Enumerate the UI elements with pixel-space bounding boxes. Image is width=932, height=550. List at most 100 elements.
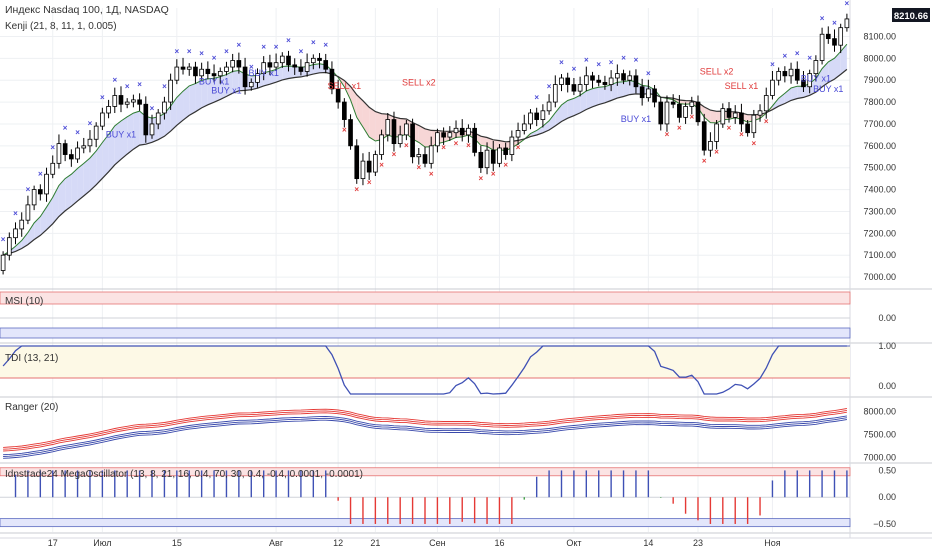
- sell-marker: ×: [367, 178, 372, 187]
- candle-body: [131, 99, 136, 103]
- ranger-band-line: [3, 419, 847, 459]
- sell-marker: ×: [727, 124, 732, 133]
- candle-body: [838, 27, 844, 46]
- buy-marker: ×: [199, 49, 204, 58]
- signal-markers: × × × × × × × × × × × × × × × × × × × × × × × × × × × × × × × × × × × × × × × ×…: [1, 0, 850, 244]
- candle-body: [286, 55, 291, 66]
- ranger-tick-label: 7000.00: [863, 452, 896, 462]
- candles: [0, 13, 850, 275]
- msi-tick-label: 0.00: [878, 313, 896, 323]
- candle-body: [782, 71, 788, 77]
- candle-body: [310, 57, 316, 64]
- sell-marker: ×: [714, 148, 719, 157]
- candle-body: [87, 138, 93, 147]
- candle-body: [50, 162, 56, 175]
- candle-body: [317, 57, 322, 61]
- candle-body: [193, 66, 198, 77]
- cloud-segment: [623, 80, 630, 97]
- time-tick-label: 15: [172, 538, 182, 548]
- candle-body: [447, 132, 453, 138]
- buy-marker: ×: [100, 93, 105, 102]
- candle-body: [155, 112, 161, 125]
- candle-body: [56, 143, 62, 164]
- candle-body: [0, 254, 6, 271]
- buy-marker: ×: [261, 43, 266, 52]
- cloud-segment: [580, 90, 587, 113]
- candle-body: [608, 77, 614, 85]
- candle-body: [267, 62, 273, 68]
- candle-body: [329, 68, 335, 90]
- candle-body: [93, 125, 99, 140]
- cloud-segment: [822, 61, 829, 87]
- buy-marker: ×: [63, 124, 68, 133]
- cloud-segment: [418, 125, 425, 148]
- sell-marker: ×: [404, 141, 409, 150]
- candle-body: [255, 73, 260, 83]
- candle-body: [490, 149, 496, 164]
- price-tick-label: 7100.00: [863, 250, 896, 260]
- candle-body: [44, 173, 49, 195]
- candle-body: [583, 75, 589, 85]
- candle-body: [646, 88, 651, 99]
- candle-body: [279, 55, 285, 64]
- candle-body: [571, 84, 577, 92]
- candle-body: [205, 68, 211, 75]
- buy-marker: ×: [807, 54, 812, 63]
- time-tick-label: Окт: [566, 538, 581, 548]
- candle-body: [658, 101, 664, 125]
- price-tick-label: 8000.00: [863, 53, 896, 63]
- buy-marker: ×: [820, 14, 825, 23]
- cloud-segment: [65, 174, 72, 211]
- candle-body: [112, 95, 118, 107]
- price-tick-label: 7500.00: [863, 163, 896, 173]
- ranger-legend: Ranger (20): [5, 402, 58, 413]
- buy-marker: ×: [783, 51, 788, 60]
- buy-marker: ×: [274, 43, 279, 52]
- price-tick-label: 7600.00: [863, 141, 896, 151]
- buy-marker: ×: [323, 40, 328, 49]
- candle-body: [503, 147, 508, 155]
- cloud-segment: [21, 232, 28, 249]
- time-tick-label: Сен: [429, 538, 446, 548]
- candle-body: [379, 134, 384, 155]
- mega-oscillator-pane: 0.50 0.00 −0.50: [0, 465, 896, 529]
- cloud-segment: [108, 125, 115, 172]
- buy-marker: ×: [547, 82, 552, 91]
- candle-body: [825, 33, 831, 40]
- candle-body: [478, 151, 484, 169]
- sell-marker: ×: [516, 143, 521, 152]
- candle-body: [174, 66, 180, 81]
- candle-body: [801, 79, 806, 88]
- candle-body: [124, 101, 130, 105]
- price-tick-label: 8100.00: [863, 31, 896, 41]
- cloud-segment: [183, 85, 190, 121]
- buy-signal-label: BUY x1: [199, 77, 229, 87]
- candle-body: [602, 81, 608, 85]
- candle-body: [199, 68, 204, 77]
- cloud-segment: [58, 178, 66, 217]
- time-tick-label: Авг: [269, 538, 284, 548]
- cloud-segment: [96, 142, 103, 185]
- buy-signal-label: BUY x1: [211, 85, 241, 95]
- tdi-tick-label: 0.00: [878, 381, 896, 391]
- candle-body: [739, 112, 744, 125]
- cloud-segment: [207, 78, 215, 105]
- cloud-segment: [791, 86, 798, 101]
- candle-body: [459, 127, 465, 136]
- sell-marker: ×: [677, 124, 682, 133]
- buy-marker: ×: [249, 62, 254, 71]
- candle-body: [813, 60, 819, 75]
- cloud-segment: [555, 104, 562, 126]
- candle-body: [162, 101, 167, 114]
- candle-body: [745, 123, 750, 134]
- candle-body: [75, 147, 80, 160]
- mega-tick-label: 0.00: [878, 492, 896, 502]
- candle-body: [373, 154, 378, 173]
- candle-body: [670, 101, 676, 105]
- ranger-band-line: [3, 409, 847, 450]
- candle-body: [590, 75, 595, 81]
- candle-body: [819, 33, 825, 61]
- ranger-band-line: [3, 417, 847, 457]
- candle-body: [81, 145, 87, 149]
- candle-body: [273, 62, 279, 68]
